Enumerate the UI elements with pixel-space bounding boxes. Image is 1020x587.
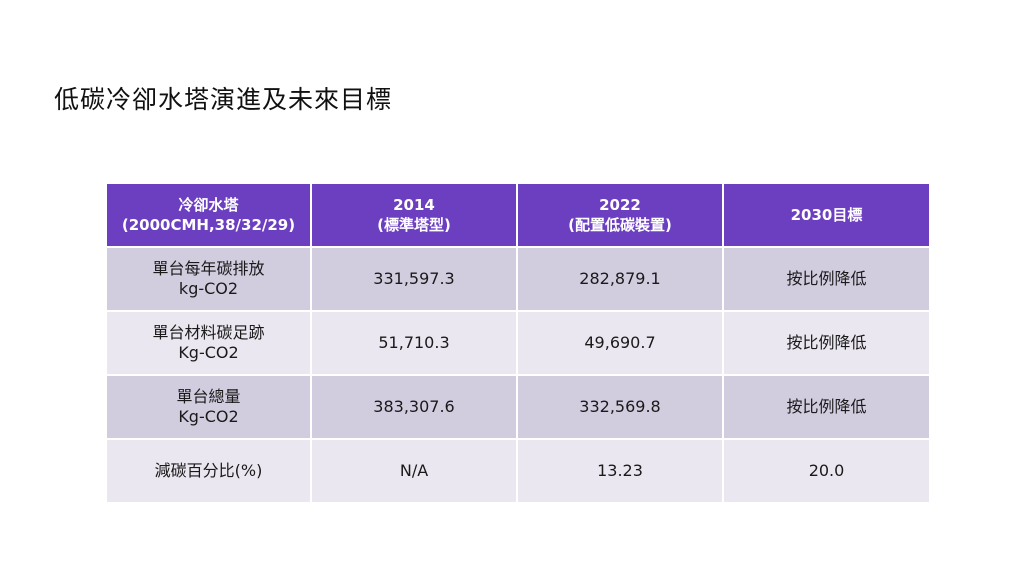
row-label-line2: kg-CO2	[178, 279, 239, 298]
row-label-line1: 單台總量	[176, 387, 241, 406]
value-cell-2022: 332,569.8	[516, 374, 724, 440]
row-label-line1: 單台材料碳足跡	[152, 323, 265, 342]
row-label-line2: Kg-CO2	[178, 407, 239, 426]
slide-title: 低碳冷卻水塔演進及未來目標	[54, 85, 393, 114]
table-row: 單台每年碳排放 kg-CO2 331,597.3 282,879.1 按比例降低	[105, 246, 931, 312]
header-line1: 2014	[393, 196, 435, 214]
header-cell-2022: 2022 (配置低碳裝置)	[516, 182, 724, 248]
value-cell-2014: 331,597.3	[310, 246, 518, 312]
value-cell-2030: 按比例降低	[722, 246, 931, 312]
row-label-line1: 單台每年碳排放	[152, 259, 265, 278]
row-label-cell: 單台材料碳足跡 Kg-CO2	[105, 310, 312, 376]
header-cell-tower: 冷卻水塔 (2000CMH,38/32/29)	[105, 182, 312, 248]
value-cell-2022: 13.23	[516, 438, 724, 504]
row-label-cell: 單台每年碳排放 kg-CO2	[105, 246, 312, 312]
header-line1: 2022	[599, 196, 641, 214]
value-cell-2014: 383,307.6	[310, 374, 518, 440]
header-line2: (配置低碳裝置)	[568, 216, 672, 234]
header-line2: (標準塔型)	[377, 216, 451, 234]
row-label-cell: 單台總量 Kg-CO2	[105, 374, 312, 440]
value-cell-2030: 20.0	[722, 438, 931, 504]
header-cell-2030: 2030目標	[722, 182, 931, 248]
row-label-cell: 減碳百分比(%)	[105, 438, 312, 504]
table-row: 單台材料碳足跡 Kg-CO2 51,710.3 49,690.7 按比例降低	[105, 310, 931, 376]
table-row: 單台總量 Kg-CO2 383,307.6 332,569.8 按比例降低	[105, 374, 931, 440]
value-cell-2030: 按比例降低	[722, 374, 931, 440]
value-cell-2022: 282,879.1	[516, 246, 724, 312]
value-cell-2014: 51,710.3	[310, 310, 518, 376]
header-line1: 冷卻水塔	[178, 196, 239, 214]
row-label-line1: 減碳百分比(%)	[154, 461, 263, 480]
comparison-table: 冷卻水塔 (2000CMH,38/32/29) 2014 (標準塔型) 2022…	[105, 182, 931, 504]
value-cell-2014: N/A	[310, 438, 518, 504]
value-cell-2030: 按比例降低	[722, 310, 931, 376]
header-line2: (2000CMH,38/32/29)	[121, 216, 296, 234]
value-cell-2022: 49,690.7	[516, 310, 724, 376]
header-cell-2014: 2014 (標準塔型)	[310, 182, 518, 248]
header-line1: 2030目標	[790, 206, 863, 224]
row-label-line2: Kg-CO2	[178, 343, 239, 362]
table-row: 減碳百分比(%) N/A 13.23 20.0	[105, 438, 931, 504]
table-header-row: 冷卻水塔 (2000CMH,38/32/29) 2014 (標準塔型) 2022…	[105, 182, 931, 248]
